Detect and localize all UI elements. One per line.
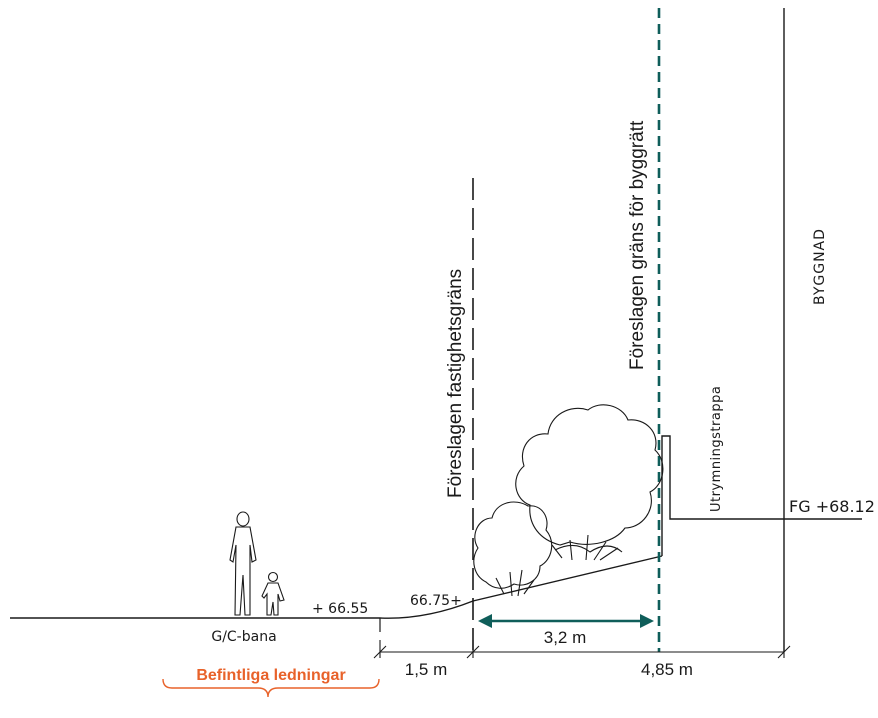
label-building-rights-boundary: Föreslagen gräns för byggrätt <box>627 120 648 370</box>
label-building: BYGGNAD <box>812 228 828 305</box>
label-existing-utilities: Befintliga ledningar <box>196 667 345 684</box>
pedestrian-child-icon <box>261 571 285 616</box>
dimension-label-3-2: 3,2 m <box>544 628 587 647</box>
dimension-label-4-85: 4,85 m <box>641 660 693 679</box>
label-level-slope: 66.75+ <box>410 593 462 609</box>
utilities-brace <box>162 678 380 698</box>
dimension-label-1-5: 1,5 m <box>405 660 448 679</box>
tree-small <box>473 501 553 597</box>
dimension-arrow-3-2 <box>478 614 654 628</box>
dimension-slash-left <box>373 645 387 659</box>
dimension-slash-mid <box>466 645 480 659</box>
dimension-slash-right <box>777 645 791 659</box>
label-escape-stair: Utrymningstrappa <box>709 386 724 512</box>
label-floor-level: FG +68.12 <box>789 497 875 516</box>
pedestrian-adult-icon <box>229 511 257 616</box>
slope-line <box>379 555 663 619</box>
label-property-boundary: Föreslagen fastighetsgräns <box>445 269 466 498</box>
tree-large <box>515 404 664 561</box>
label-path: G/C-bana <box>211 629 276 645</box>
label-level-path: + 66.55 <box>312 601 368 617</box>
escape-stair-outline <box>661 435 862 556</box>
